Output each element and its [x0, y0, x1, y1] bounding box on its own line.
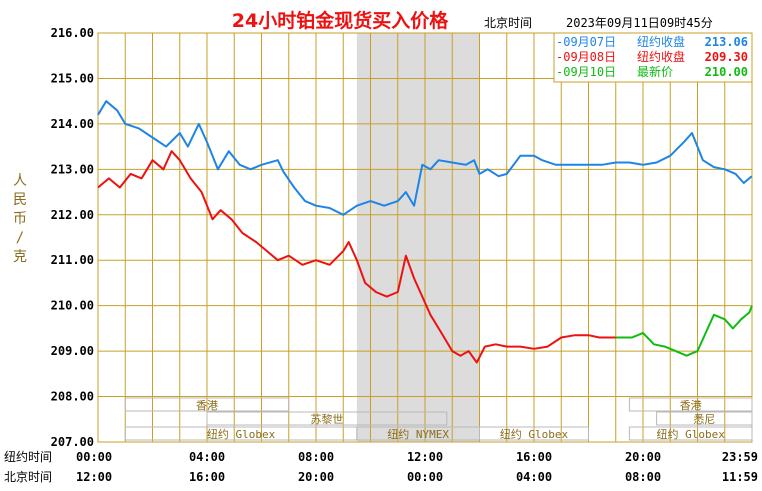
legend-value: 209.30 — [705, 50, 748, 64]
x-row-label: 纽约时间 — [4, 449, 52, 464]
series-line-09月07日 — [97, 100, 753, 216]
x-tick-label: 16:00 — [189, 470, 225, 484]
x-tick-label: 23:59 — [722, 450, 758, 464]
y-axis-label-char: / — [16, 230, 24, 246]
y-tick-label: 210.00 — [51, 299, 94, 313]
x-tick-label: 00:00 — [76, 450, 112, 464]
chart-title: 24小时铂金现货买入价格 — [232, 9, 449, 32]
subtitle-timestamp: 2023年09月11日09时45分 — [566, 16, 713, 30]
session-label: 悉尼 — [693, 413, 715, 426]
session-box — [628, 426, 753, 441]
x-tick-label: 04:00 — [516, 470, 552, 484]
x-tick-label: 12:00 — [76, 470, 112, 484]
y-tick-label: 213.00 — [51, 162, 94, 176]
series-line-09月10日 — [615, 305, 753, 357]
y-axis-label-char: 人 — [13, 173, 27, 189]
session-box — [206, 411, 448, 426]
x-tick-label: 08:00 — [625, 470, 661, 484]
x-tick-label: 20:00 — [298, 470, 334, 484]
session-box — [628, 397, 753, 412]
session-label: 苏黎世 — [310, 412, 343, 426]
y-axis-label-char: 民 — [13, 192, 27, 208]
y-axis-label-char: 币 — [13, 211, 27, 227]
x-tick-label: 16:00 — [516, 450, 552, 464]
nymex-shaded-region — [356, 33, 480, 442]
legend-box — [553, 32, 753, 83]
y-tick-label: 216.00 — [51, 26, 94, 40]
legend-date: -09月08日 — [556, 50, 616, 64]
y-axis-label-char: 克 — [13, 249, 27, 265]
x-tick-label: 04:00 — [189, 450, 225, 464]
session-label: 纽约 Globex — [500, 427, 569, 441]
x-tick-label: 20:00 — [625, 450, 661, 464]
x-tick-label: 08:00 — [298, 450, 334, 464]
session-label: 香港 — [196, 399, 218, 412]
y-tick-label: 215.00 — [51, 71, 94, 85]
series-line-09月08日 — [97, 150, 616, 364]
plot-area: 216.00 215.00 214.00 213.00 212.00 211.00 210.… — [4, 26, 758, 484]
session-box — [479, 426, 589, 441]
y-tick-label: 208.00 — [51, 390, 94, 404]
x-row-label: 北京时间 — [4, 470, 52, 484]
plot-frame — [97, 32, 753, 443]
y-tick-label: 212.00 — [51, 208, 94, 222]
session-label: 纽约 Globex — [207, 427, 276, 441]
legend-date: -09月07日 — [556, 35, 616, 49]
y-tick-label: 207.00 — [51, 435, 94, 449]
legend-label: 纽约收盘 — [637, 34, 685, 49]
session-box — [656, 411, 753, 426]
y-tick-label: 211.00 — [51, 253, 94, 267]
legend-date: -09月10日 — [556, 65, 616, 79]
session-label: 纽约 Globex — [657, 427, 726, 441]
x-tick-label: 12:00 — [407, 450, 443, 464]
legend-value: 213.06 — [705, 35, 748, 49]
legend-label: 最新价 — [637, 64, 673, 79]
subtitle-location: 北京时间 — [484, 16, 532, 30]
legend-label: 纽约收盘 — [637, 49, 685, 64]
session-label: 香港 — [680, 399, 702, 412]
y-tick-label: 214.00 — [51, 117, 94, 131]
legend-value: 210.00 — [705, 65, 748, 79]
y-tick-label: 209.00 — [51, 344, 94, 358]
x-tick-label: 11:59 — [722, 470, 758, 484]
session-box — [124, 397, 290, 412]
x-tick-label: 00:00 — [407, 470, 443, 484]
session-label: 纽约 NYMEX — [387, 427, 449, 441]
